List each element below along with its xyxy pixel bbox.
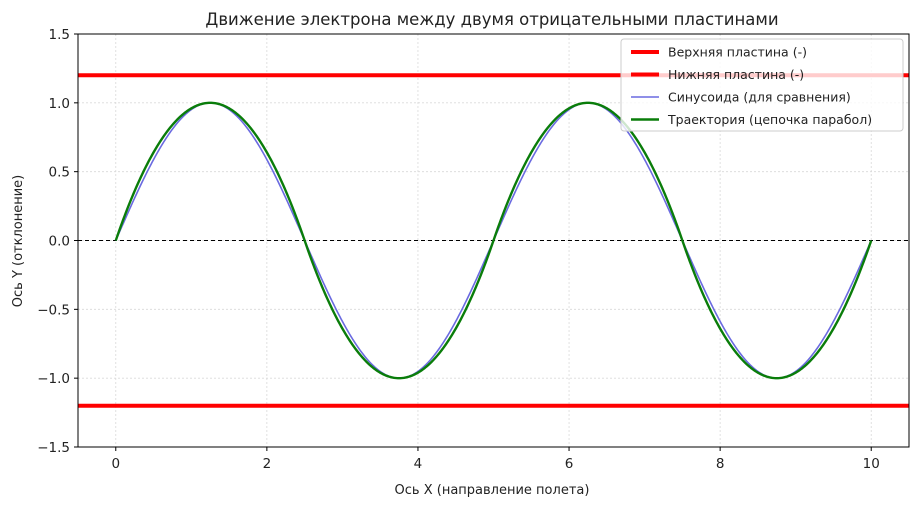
y-tick-label-5: 1.0 [49,96,70,112]
legend: Верхняя пластина (-) Нижняя пластина (-) С… [620,38,904,132]
y-tick-label-4: 0.5 [49,165,70,181]
legend-label-2: Синусоида (для сравнения) [668,90,851,105]
series-layer [78,73,909,408]
legend-label-1: Нижняя пластина (-) [668,67,804,82]
y-tick-label-1: −1.0 [37,371,70,387]
x-axis-ticks: 0 2 4 6 8 10 [111,447,880,472]
legend-box [620,38,904,132]
y-axis-label: Ось Y (отклонение) [11,175,26,307]
y-tick-label-0: −1.5 [37,440,70,456]
y-tick-label-6: 1.5 [49,27,70,43]
x-tick-label-4: 8 [716,456,725,472]
x-tick-label-1: 2 [263,456,272,472]
y-axis-ticks: −1.5 −1.0 −0.5 0.0 0.5 1.0 1.5 [37,27,78,456]
y-tick-label-3: 0.0 [49,234,70,250]
trajectory-series-line [114,101,873,380]
x-tick-label-5: 10 [863,456,880,472]
y-tick-label-2: −0.5 [37,302,70,318]
chart-title: Движение электрона между двумя отрицател… [205,10,778,29]
x-axis-label: Ось X (направление полета) [395,483,590,498]
x-tick-label-2: 4 [414,456,423,472]
x-tick-label-0: 0 [111,456,120,472]
legend-label-0: Верхняя пластина (-) [668,45,807,60]
legend-label-3: Траектория (цепочка парабол) [667,112,872,127]
x-tick-label-3: 6 [565,456,574,472]
